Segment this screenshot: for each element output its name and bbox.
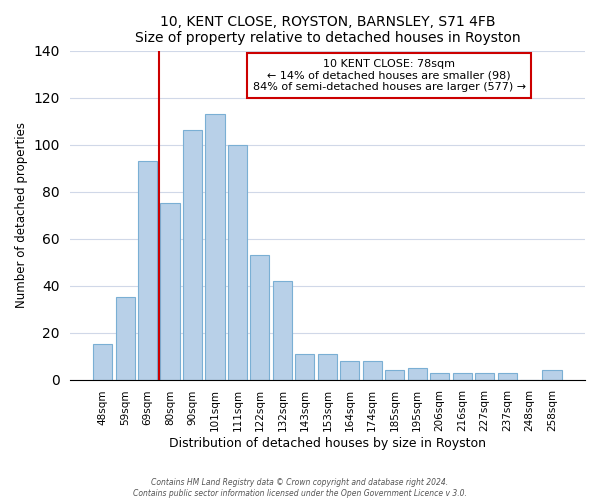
X-axis label: Distribution of detached houses by size in Royston: Distribution of detached houses by size … (169, 437, 486, 450)
Bar (340, 361, 359, 380)
Bar (497, 372, 517, 380)
Bar (138, 161, 157, 380)
Bar (183, 130, 202, 380)
Bar (295, 354, 314, 380)
Bar (475, 372, 494, 380)
Bar (542, 370, 562, 380)
Bar (273, 281, 292, 380)
Bar (205, 114, 224, 380)
Y-axis label: Number of detached properties: Number of detached properties (15, 122, 28, 308)
Bar (228, 144, 247, 380)
Bar (250, 255, 269, 380)
Bar (116, 298, 134, 380)
Text: Contains HM Land Registry data © Crown copyright and database right 2024.
Contai: Contains HM Land Registry data © Crown c… (133, 478, 467, 498)
Bar (452, 372, 472, 380)
Bar (385, 370, 404, 380)
Text: 10 KENT CLOSE: 78sqm
← 14% of detached houses are smaller (98)
84% of semi-detac: 10 KENT CLOSE: 78sqm ← 14% of detached h… (253, 59, 526, 92)
Bar (407, 368, 427, 380)
Bar (430, 372, 449, 380)
Bar (160, 204, 179, 380)
Bar (363, 361, 382, 380)
Title: 10, KENT CLOSE, ROYSTON, BARNSLEY, S71 4FB
Size of property relative to detached: 10, KENT CLOSE, ROYSTON, BARNSLEY, S71 4… (134, 15, 520, 45)
Bar (318, 354, 337, 380)
Bar (93, 344, 112, 380)
